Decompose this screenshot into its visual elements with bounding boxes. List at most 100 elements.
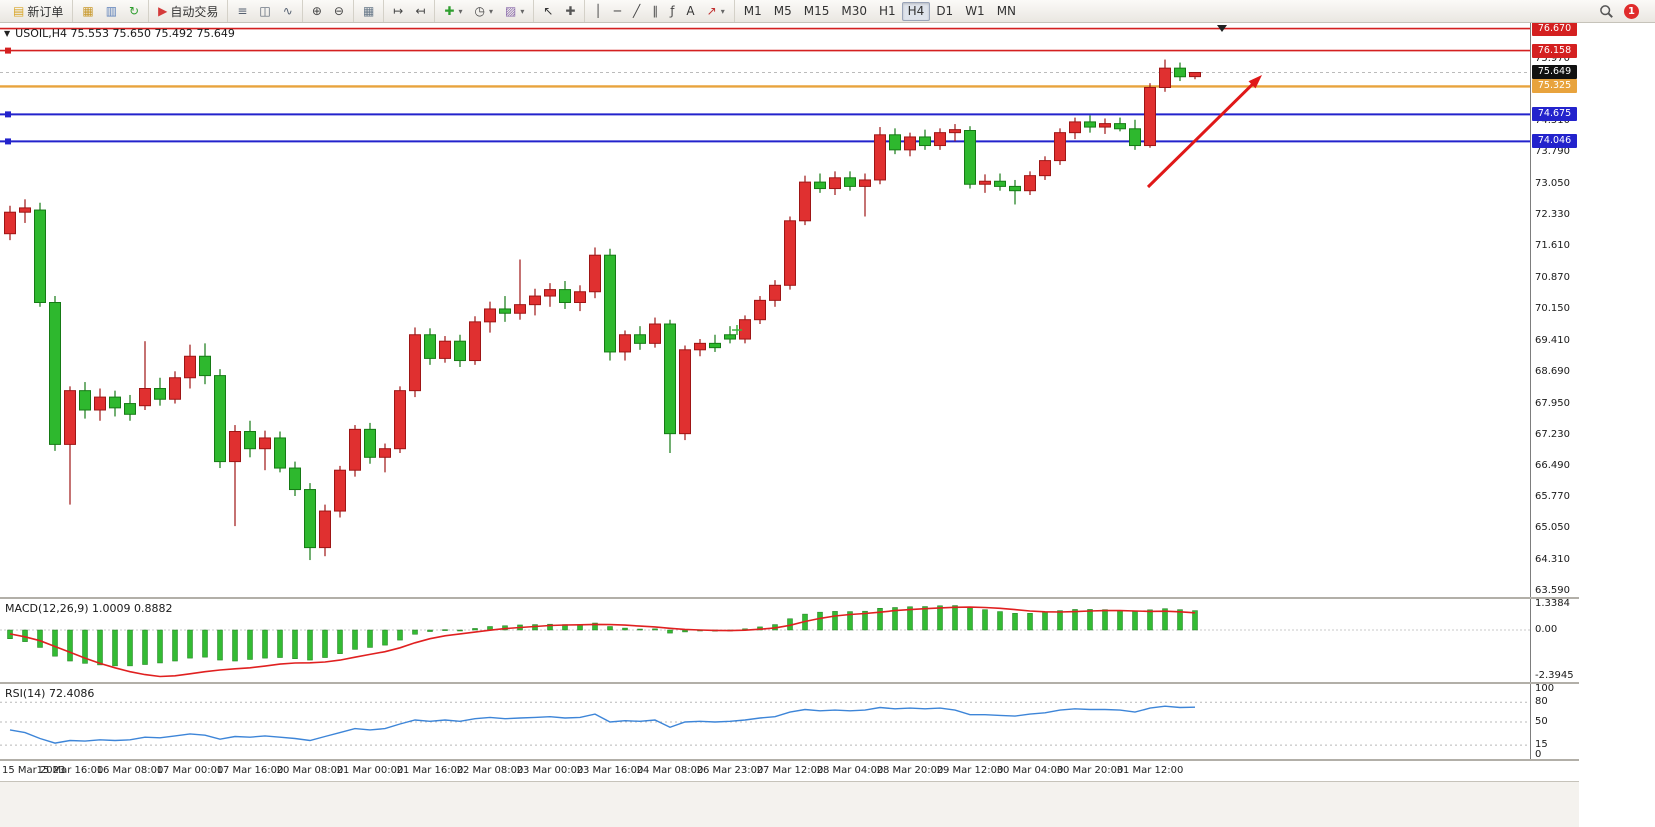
market-watch-icon-glyph: ▦ (82, 4, 94, 18)
price-chart-canvas[interactable] (0, 23, 1530, 597)
candle-body (1024, 175, 1036, 192)
macd-histogram-bar (892, 607, 898, 631)
candlestick-chart-icon[interactable]: ◫ (253, 2, 276, 21)
macd-histogram-bar (202, 629, 208, 658)
timeframe-m30[interactable]: M30 (835, 2, 873, 21)
price-tick-label: 75.970 (1535, 52, 1570, 64)
vertical-line-icon[interactable]: │ (588, 2, 607, 21)
time-axis-label: 28 Mar 20:00 (876, 765, 944, 776)
candle-body (679, 349, 691, 435)
candle-body (709, 342, 721, 349)
chart-shift-marker[interactable] (1217, 25, 1227, 32)
bar-chart-icon[interactable]: ≡ (231, 2, 253, 21)
price-tick-label: 65.050 (1535, 522, 1570, 534)
indicators-button[interactable]: ✚ ▾ (438, 2, 468, 21)
price-chart-panel[interactable]: ▼ USOIL,H4 75.553 75.650 75.492 75.649 (0, 23, 1530, 597)
time-axis[interactable]: 15 Mar 2023 15 Mar 16:00 16 Mar 08:00 17 Ma… (0, 761, 1530, 781)
search-icon[interactable] (1599, 4, 1614, 19)
trend-arrow-head[interactable] (1248, 75, 1262, 89)
new-order-button[interactable]: ▤ 新订单 (7, 2, 69, 21)
macd-histogram-bar (82, 629, 88, 664)
periods-button[interactable]: ◷ ▾ (469, 2, 500, 21)
zoom-out-icon[interactable]: ⊖ (328, 2, 350, 21)
panel-splitter[interactable] (0, 597, 1579, 599)
auto-trading-button[interactable]: ▶ 自动交易 (152, 2, 224, 21)
rsi-header: RSI(14) 72.4086 (5, 687, 95, 700)
candle-body (229, 431, 241, 463)
candle-body (919, 136, 931, 147)
macd-canvas[interactable] (0, 599, 1530, 682)
macd-histogram-bar (157, 629, 163, 664)
auto-trading-button-label: 自动交易 (170, 4, 219, 19)
rsi-indicator-panel[interactable]: RSI(14) 72.4086 (0, 684, 1530, 760)
channel-icon[interactable]: ∥ (646, 2, 664, 21)
candle-body (244, 431, 256, 450)
timeframe-w1[interactable]: W1 (959, 2, 991, 21)
tile-windows-icon[interactable]: ▦ (357, 2, 380, 21)
time-axis-label: 23 Mar 00:00 (516, 765, 584, 776)
timeframe-d1[interactable]: D1 (930, 2, 959, 21)
macd-histogram-bar (277, 629, 283, 658)
timeframe-m1[interactable]: M1 (738, 2, 768, 21)
macd-histogram-bar (637, 628, 643, 631)
level-line-handle[interactable] (5, 111, 11, 118)
rsi-canvas[interactable] (0, 684, 1530, 760)
timeframe-h4[interactable]: H4 (901, 1, 931, 21)
panel-splitter[interactable] (0, 759, 1579, 761)
macd-histogram-bar (682, 629, 688, 633)
level-line-handle[interactable] (5, 138, 11, 145)
candle-body (1054, 132, 1066, 162)
timeframe-h1[interactable]: H1 (873, 2, 902, 21)
arrows-tool-button-glyph: ↗ (706, 4, 717, 18)
macd-histogram-bar (967, 607, 973, 631)
templates-button[interactable]: ▨ ▾ (499, 2, 530, 21)
macd-histogram-bar (1057, 610, 1063, 631)
one-click-trading-toggle[interactable]: ▼ (4, 29, 11, 38)
macd-histogram-bar (847, 611, 853, 631)
panel-splitter[interactable] (0, 682, 1579, 684)
data-window-icon[interactable]: ▥ (100, 2, 123, 21)
macd-axis-label: -2.3945 (1535, 670, 1574, 682)
macd-histogram-bar (52, 629, 58, 657)
time-axis-label: 16 Mar 08:00 (96, 765, 164, 776)
price-axis[interactable]: 75.97074.51073.79073.05072.33071.61070.8… (1530, 21, 1578, 761)
timeframe-mn-label: MN (996, 4, 1017, 18)
crosshair-icon[interactable]: ✚ (559, 2, 581, 21)
macd-indicator-panel[interactable]: MACD(12,26,9) 1.0009 0.8882 (0, 599, 1530, 682)
candle-body (1159, 67, 1171, 89)
market-watch-icon[interactable]: ▦ (76, 2, 99, 21)
candle-body (64, 390, 76, 445)
time-axis-label: 27 Mar 12:00 (756, 765, 824, 776)
text-tool-icon[interactable]: A (680, 2, 700, 21)
candle-body (334, 469, 346, 512)
trendline-icon[interactable]: ╱ (627, 2, 646, 21)
timeframe-m15[interactable]: M15 (798, 2, 836, 21)
candle-body (1129, 128, 1141, 147)
notification-badge[interactable]: 1 (1624, 3, 1639, 19)
draw-group: │ ─ ╱ ∥ ƒ A ↗ ▾ (584, 0, 733, 22)
cross-marker[interactable] (732, 325, 742, 335)
timeframe-m5[interactable]: M5 (768, 2, 798, 21)
trend-arrow-line[interactable] (1146, 79, 1258, 189)
price-tick-label: 66.490 (1535, 460, 1570, 472)
level-line-handle[interactable] (5, 47, 11, 54)
indicators-button-caret: ▾ (458, 6, 463, 16)
fibonacci-icon[interactable]: ƒ (664, 2, 680, 21)
candle-body (844, 177, 856, 187)
auto-scroll-icon[interactable]: ↦ (387, 2, 409, 21)
candle-body (1144, 87, 1156, 147)
line-chart-icon[interactable]: ∿ (277, 2, 299, 21)
candle-body (94, 396, 106, 411)
timeframe-mn[interactable]: MN (991, 2, 1022, 21)
chart-shift-icon[interactable]: ↤ (409, 2, 431, 21)
arrows-tool-button[interactable]: ↗ ▾ (701, 2, 731, 21)
candle-body (109, 396, 121, 409)
macd-histogram-bar (442, 629, 448, 631)
candle-body (814, 181, 826, 190)
navigator-refresh-icon[interactable]: ↻ (123, 2, 145, 21)
macd-histogram-bar (247, 629, 253, 660)
zoom-in-icon[interactable]: ⊕ (306, 2, 328, 21)
cursor-icon[interactable]: ↖ (537, 2, 559, 21)
time-axis-label: 20 Mar 08:00 (276, 765, 344, 776)
horizontal-line-icon[interactable]: ─ (608, 2, 627, 21)
